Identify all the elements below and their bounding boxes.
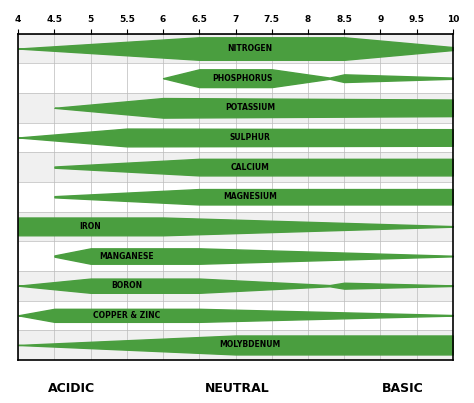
- Bar: [18, 330, 453, 360]
- Text: CALCIUM: CALCIUM: [230, 163, 269, 172]
- Bar: [18, 212, 453, 241]
- Bar: [18, 34, 453, 63]
- Text: MANGANESE: MANGANESE: [100, 251, 154, 261]
- Bar: [18, 271, 453, 301]
- Text: BORON: BORON: [111, 281, 142, 290]
- Bar: [18, 152, 453, 182]
- Text: ACIDIC: ACIDIC: [47, 382, 95, 395]
- Text: MAGNESIUM: MAGNESIUM: [223, 192, 277, 201]
- Text: IRON: IRON: [80, 222, 101, 231]
- Text: MOLYBDENUM: MOLYBDENUM: [219, 341, 281, 349]
- Bar: [18, 182, 453, 212]
- Bar: [18, 241, 453, 271]
- Text: SULPHUR: SULPHUR: [229, 133, 271, 142]
- Bar: [18, 301, 453, 330]
- Bar: [18, 93, 453, 123]
- Bar: [18, 123, 453, 152]
- Text: COPPER & ZINC: COPPER & ZINC: [93, 311, 161, 320]
- Bar: [18, 63, 453, 93]
- Text: NEUTRAL: NEUTRAL: [205, 382, 269, 395]
- Text: PHOSPHORUS: PHOSPHORUS: [212, 74, 273, 83]
- Text: NITROGEN: NITROGEN: [228, 44, 273, 53]
- Text: POTASSIUM: POTASSIUM: [225, 103, 275, 112]
- Text: BASIC: BASIC: [382, 382, 424, 395]
